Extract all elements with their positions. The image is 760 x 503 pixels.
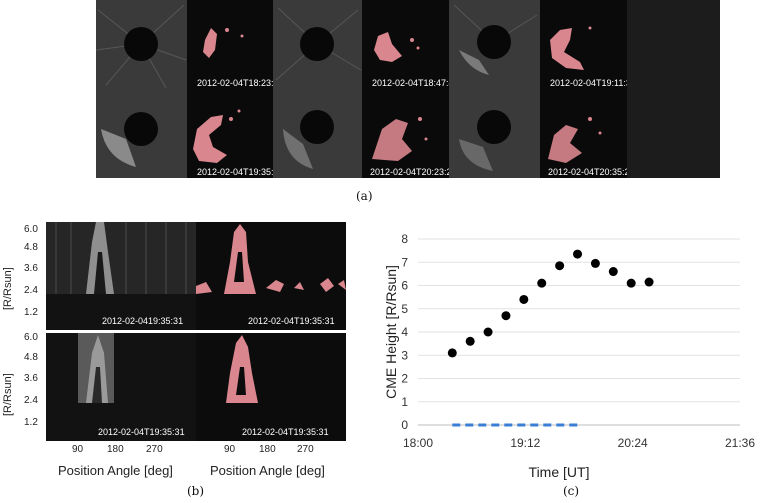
ytick-label: 2.4: [24, 395, 38, 406]
panel-b-ylabel-bottom: [R/Rsun]: [2, 373, 14, 416]
data-point: [626, 278, 636, 288]
xtick-label: 21:36: [725, 436, 755, 450]
mask-map: 2012-02-04T19:35:31: [196, 333, 346, 441]
timestamp-label: 2012-02-0419:35:31: [102, 316, 184, 326]
xtick-label: 180: [259, 444, 276, 455]
data-point: [644, 277, 654, 287]
timestamp-label: 2012-02-04T19:35:31: [197, 167, 273, 177]
cme-mask-image: 2012-02-04T20:35:29: [540, 89, 627, 178]
ytick-label: 6.0: [24, 332, 38, 343]
timestamp-label: 2012-02-04T18:47:43: [372, 78, 449, 88]
mask-map: 2012-02-04T19:35:31: [196, 222, 346, 330]
timestamp-label: 2012-02-04T20:23:29: [370, 167, 449, 177]
coronagraph-image: [273, 89, 362, 178]
ytick-label: 4.8: [24, 242, 38, 253]
timestamp-label: 2012-02-04T19:35:31: [242, 427, 329, 437]
data-point: [519, 294, 529, 304]
xtick-label: 90: [224, 444, 236, 455]
data-point: [465, 336, 475, 346]
data-point: [501, 311, 511, 321]
caption-c: (c): [563, 484, 580, 498]
cme-mask-image: 2012-02-04T18:23:31: [187, 0, 273, 89]
xtick-label: 270: [146, 444, 163, 455]
timestamp-label: 2012-02-04T20:35:29: [548, 167, 627, 177]
ytick-label: 8: [401, 232, 408, 246]
panel-a: 2012-02-04T18:23:31 2012-02-04T18:47:43: [96, 0, 720, 178]
panel-b-ylabel-top: [R/Rsun]: [2, 267, 14, 310]
xtick-label: 19:12: [510, 436, 540, 450]
data-point: [573, 249, 583, 259]
coronagraph-image: [449, 0, 540, 89]
x-axis-label: Time [UT]: [529, 464, 590, 480]
timestamp-label: 2012-02-04T19:35:31: [248, 316, 335, 326]
cme-mask-image: 2012-02-04T19:35:31: [187, 89, 273, 178]
data-point: [537, 278, 547, 288]
ytick-label: 2: [401, 372, 408, 386]
coronagraph-image: [449, 89, 540, 178]
xtick-label: 270: [297, 444, 314, 455]
ytick-label: 1.2: [24, 307, 38, 318]
data-point: [590, 258, 600, 268]
data-point: [483, 327, 493, 337]
coronagraph-image: [96, 89, 187, 178]
panel-b-xlabel: Position Angle [deg]: [210, 463, 325, 478]
cme-height-chart: 0 1 2 3 4 5 6 7 8 18:00 19:12 20:24 21:36 Time [UT] CM…: [383, 232, 755, 480]
data-point: [608, 267, 618, 277]
ytick-label: 4: [401, 325, 408, 339]
xtick-label: 18:00: [403, 436, 433, 450]
caption-b: (b): [187, 484, 205, 498]
ytick-label: 3: [401, 348, 408, 362]
ytick-label: 0: [401, 418, 408, 432]
position-angle-map: 2012-02-0419:35:31: [46, 222, 196, 330]
position-angle-map: 2012-02-04T19:35:31: [46, 333, 196, 441]
panel-b-xlabel: Position Angle [deg]: [58, 463, 173, 478]
data-point: [555, 261, 565, 271]
ytick-label: 1.2: [24, 417, 38, 428]
xtick-label: 20:24: [618, 436, 648, 450]
ytick-label: 1: [401, 395, 408, 409]
cme-mask-image: 2012-02-04T19:11:30: [540, 0, 627, 89]
y-axis-label: CME Height [R/Rsun]: [383, 265, 399, 399]
xtick-label: 180: [107, 444, 124, 455]
ytick-label: 5: [401, 302, 408, 316]
ytick-label: 3.6: [24, 373, 38, 384]
xtick-label: 90: [72, 444, 84, 455]
ytick-label: 4.8: [24, 352, 38, 363]
coronagraph-image: [273, 0, 362, 89]
ytick-label: 3.6: [24, 263, 38, 274]
ytick-label: 6: [401, 279, 408, 293]
ytick-label: 2.4: [24, 285, 38, 296]
cme-mask-image: 2012-02-04T18:47:43: [362, 0, 449, 89]
data-point: [447, 348, 457, 358]
ytick-label: 7: [401, 255, 408, 269]
ytick-label: 6.0: [24, 224, 38, 235]
timestamp-label: 2012-02-04T19:11:30: [550, 78, 627, 88]
cme-mask-image: 2012-02-04T20:23:29: [362, 89, 449, 178]
timestamp-label: 2012-02-04T19:35:31: [98, 427, 185, 437]
caption-a: (a): [356, 189, 373, 203]
timestamp-label: 2012-02-04T18:23:31: [197, 78, 273, 88]
coronagraph-image: [96, 0, 187, 89]
